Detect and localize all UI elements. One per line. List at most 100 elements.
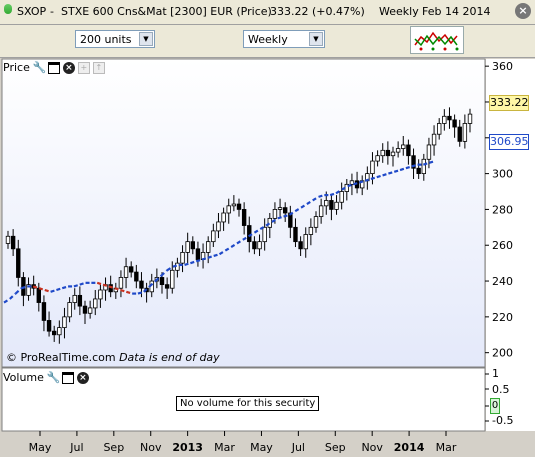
- moving-average-segment: [370, 176, 378, 181]
- time-tick-label: Sep: [103, 441, 124, 454]
- moving-average-segment: [21, 285, 28, 290]
- moving-average-segment: [335, 188, 343, 195]
- candle-body: [41, 302, 47, 321]
- moving-average-segment: [265, 221, 273, 227]
- add-icon[interactable]: +: [77, 62, 90, 74]
- wrench-icon[interactable]: 🔧: [46, 371, 61, 384]
- price-tick-label: 280: [492, 203, 513, 216]
- candle-body: [216, 221, 221, 232]
- close-window-button[interactable]: ×: [515, 3, 531, 19]
- candle-body: [431, 133, 437, 146]
- volume-axis: [485, 373, 489, 422]
- close-icon[interactable]: ×: [76, 372, 89, 384]
- candle-body: [123, 266, 129, 278]
- candle-body: [87, 307, 93, 314]
- time-tick-label: May: [250, 441, 273, 454]
- candle-body: [324, 200, 329, 207]
- moving-average-segment: [190, 260, 197, 265]
- candle-body: [241, 209, 247, 226]
- candle-body: [436, 123, 442, 135]
- candle-body: [231, 203, 237, 207]
- data-note: Data is end of day: [119, 351, 220, 364]
- candle-body: [395, 148, 401, 153]
- sep-dash: -: [50, 5, 54, 18]
- indicators-icon[interactable]: [410, 26, 464, 54]
- copyright-line: © ProRealTime.com Data is end of day: [6, 351, 220, 364]
- candle-body: [380, 149, 385, 157]
- candle-body: [72, 294, 77, 303]
- candles-icon: [4, 4, 12, 14]
- candle-body: [226, 205, 231, 214]
- candle-body: [401, 144, 406, 149]
- moving-average-segment: [172, 263, 180, 268]
- candle-body: [411, 155, 416, 169]
- moving-average-segment: [428, 160, 436, 164]
- price-tick-label: 240: [492, 275, 513, 288]
- candle-body: [93, 298, 98, 309]
- moving-average-segment: [259, 224, 267, 231]
- move-up-icon[interactable]: ↑: [92, 62, 105, 74]
- volume-badge: 0: [490, 398, 500, 414]
- moving-average-segment: [61, 285, 69, 290]
- moving-average-segment: [376, 174, 383, 179]
- candle-body: [349, 180, 355, 185]
- price-tick-label: 360: [492, 60, 513, 73]
- moving-average-segment: [224, 246, 232, 252]
- candle-body: [282, 207, 288, 214]
- candle-body: [21, 277, 26, 296]
- moving-average-segment: [102, 283, 110, 288]
- moving-average-segment: [195, 258, 203, 263]
- moving-average-segment: [277, 215, 284, 220]
- moving-average-segment: [382, 172, 389, 177]
- moving-average-segment: [423, 161, 430, 166]
- moving-average-segment: [44, 288, 51, 293]
- moving-average-segment: [248, 231, 256, 238]
- time-tick-label: Mar: [214, 441, 235, 454]
- candle-body: [467, 113, 473, 124]
- moving-average-segment: [160, 269, 168, 277]
- timeframe-dropdown[interactable]: Weekly ▼: [243, 30, 325, 48]
- candle-body: [185, 241, 190, 253]
- candle-body: [375, 155, 380, 162]
- moving-average-segment: [318, 194, 325, 198]
- window-icon[interactable]: [61, 372, 74, 384]
- candle-body: [221, 212, 226, 223]
- moving-average-segment: [137, 290, 145, 295]
- moving-average-segment: [73, 283, 81, 288]
- candle-body: [67, 302, 72, 318]
- close-icon[interactable]: ×: [62, 62, 75, 74]
- candle-body: [406, 144, 411, 157]
- volume-tick-label: 0.5: [492, 383, 510, 396]
- time-tick-label: Nov: [361, 441, 383, 454]
- candle-body: [118, 277, 124, 289]
- candle-body: [236, 203, 242, 210]
- window-icon[interactable]: [47, 62, 60, 74]
- chart-toolbar: 200 units ▼ Weekly ▼: [0, 25, 535, 58]
- moving-average-segment: [207, 254, 214, 259]
- time-tick-label: 2013: [172, 441, 203, 454]
- price-panel-title: Price: [3, 61, 30, 74]
- candle-body: [416, 167, 421, 175]
- units-dropdown[interactable]: 200 units ▼: [75, 30, 155, 48]
- candle-body: [195, 248, 201, 260]
- wrench-icon[interactable]: 🔧: [32, 61, 47, 74]
- no-volume-message: No volume for this security: [176, 396, 320, 411]
- price-chart[interactable]: 200220240260280300320340360 MayJulSepNov…: [0, 57, 535, 457]
- price-tick-label: 200: [492, 347, 513, 360]
- candle-body: [252, 241, 257, 250]
- date-label: Feb 14 2014: [422, 5, 491, 18]
- units-value: 200 units: [80, 33, 132, 46]
- time-tick-label: Nov: [140, 441, 162, 454]
- candle-body: [272, 209, 278, 219]
- moving-average-segment: [166, 265, 174, 272]
- candle-body: [257, 241, 262, 250]
- moving-average-segment: [143, 285, 151, 293]
- moving-average-segment: [411, 163, 418, 168]
- candle-body: [442, 115, 447, 124]
- candle-body: [390, 151, 396, 157]
- candle-body: [77, 294, 83, 307]
- moving-average-segment: [38, 287, 46, 292]
- candle-body: [46, 320, 52, 332]
- candle-body: [277, 207, 283, 210]
- moving-average-segment: [300, 203, 308, 209]
